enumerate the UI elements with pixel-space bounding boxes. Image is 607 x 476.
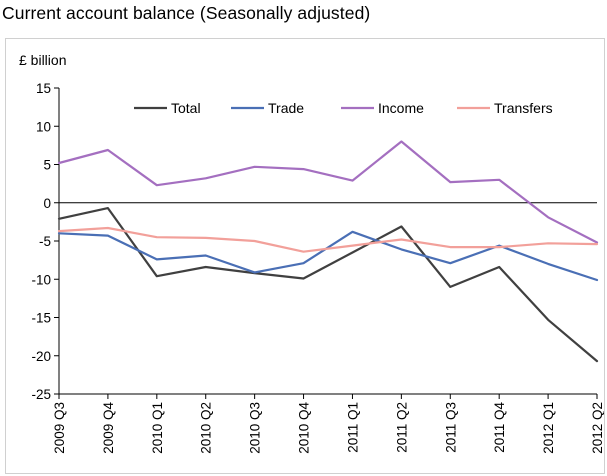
y-tick-label: 10: [36, 119, 51, 134]
chart-title: Current account balance (Seasonally adju…: [2, 3, 371, 23]
x-tick-label: 2011 Q4: [492, 402, 507, 453]
x-tick-label: 2010 Q2: [199, 402, 214, 454]
series-lines: [57, 140, 599, 363]
legend-label-trade: Trade: [268, 100, 304, 116]
series-line-total: [57, 207, 599, 363]
y-tick-label: 0: [43, 196, 51, 211]
x-tick-label: 2012 Q2: [590, 402, 604, 454]
y-tick-label: -25: [31, 387, 51, 402]
x-tick-label: 2010 Q4: [297, 402, 312, 454]
series-line-transfers: [57, 226, 599, 253]
y-tick-label: -10: [31, 272, 51, 287]
x-tick-label: 2010 Q3: [248, 402, 263, 454]
x-tick-label: 2011 Q2: [394, 402, 409, 453]
y-axis-label: £ billion: [19, 52, 66, 68]
legend-label-total: Total: [171, 100, 201, 116]
legend-label-transfers: Transfers: [494, 100, 553, 116]
series-line-income: [57, 140, 599, 244]
x-tick-label: 2009 Q3: [52, 402, 67, 454]
x-tick-label: 2011 Q1: [345, 402, 360, 453]
x-tick-label: 2010 Q1: [150, 402, 165, 454]
series-line-trade: [57, 230, 599, 282]
y-tick-label: -20: [31, 349, 51, 364]
x-tick-label: 2012 Q1: [541, 402, 556, 454]
chart-frame: £ billion 15 10 5 0 -5 -10 -15 -20 -25 2009 Q3 200…: [5, 38, 605, 474]
y-tick-label: 5: [43, 158, 51, 173]
legend-label-income: Income: [378, 100, 424, 116]
y-tick-label: 15: [36, 81, 51, 96]
legend: Total Trade Income Transfers: [134, 100, 553, 116]
x-tick-label: 2011 Q3: [443, 402, 458, 453]
y-tick-label: -5: [39, 234, 51, 249]
x-tick-label: 2009 Q4: [101, 402, 116, 454]
y-tick-label: -15: [31, 311, 51, 326]
